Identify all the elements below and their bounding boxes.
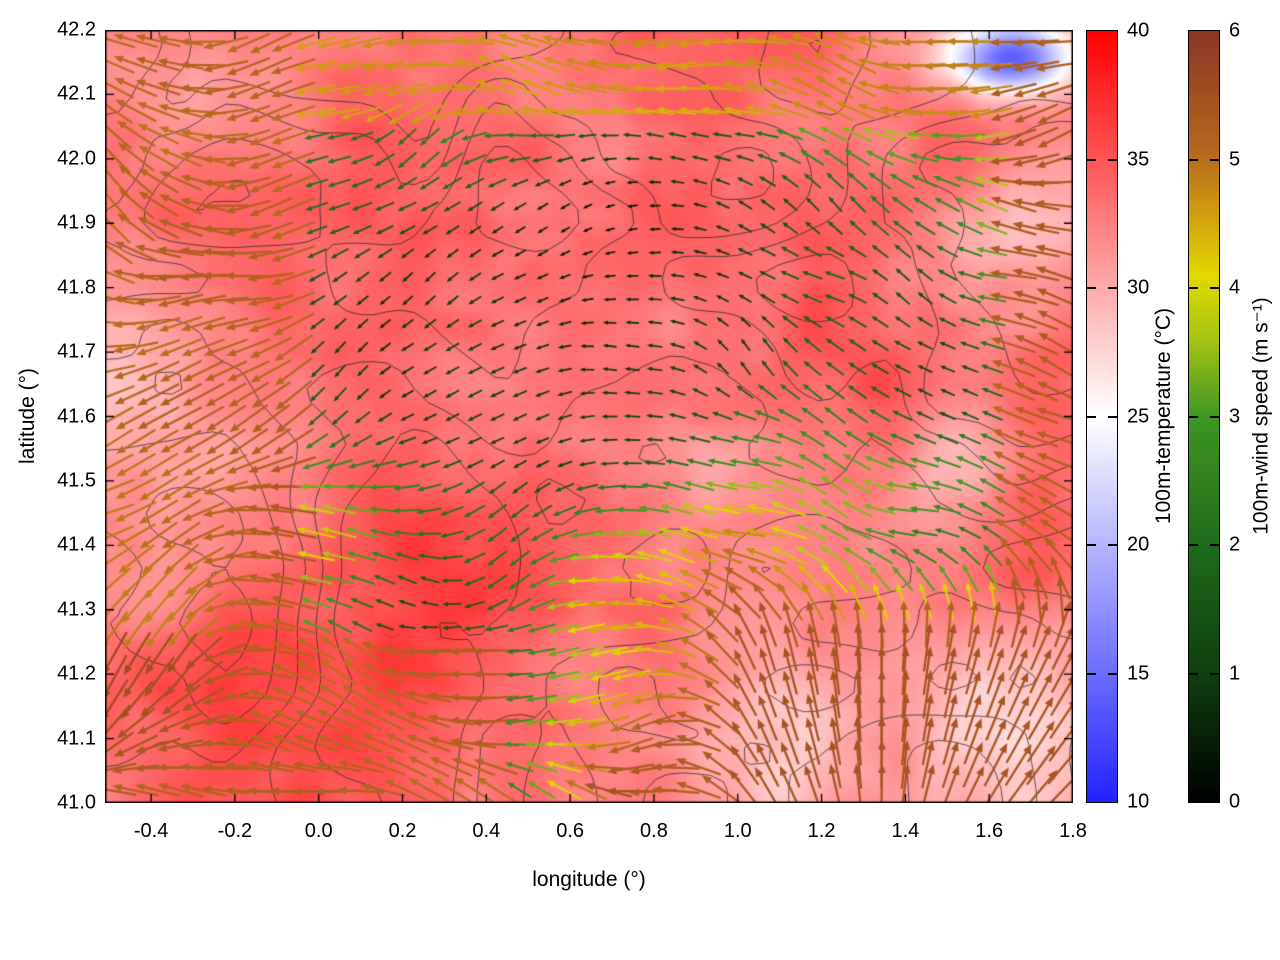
x-tick-label: 0.6 [556,820,585,842]
temperature-colorbar-tick-label: 30 [1127,276,1150,299]
x-tick-label: 0.0 [304,820,333,842]
wind-colorbar-tick-dash [1189,672,1198,675]
wind-colorbar-tick-label: 4 [1229,276,1241,299]
wind-colorbar-tick-dash [1189,415,1198,418]
wind-colorbar-tick-dash [1189,158,1198,161]
wind-colorbar-label: 100m-wind speed (m s⁻¹) [1249,297,1273,535]
x-tick-label: -0.4 [133,820,169,842]
temperature-colorbar-tick-dash [1108,158,1117,161]
y-tick-label: 41.7 [57,340,96,363]
wind-colorbar-tick-label: 2 [1229,533,1241,556]
x-tick-label: 1.6 [975,820,1004,842]
temperature-colorbar-tick-dash [1108,672,1117,675]
wind-colorbar-tick-dash [1210,287,1219,289]
y-tick-label: 41.5 [57,469,96,492]
temperature-colorbar-tick-dash [1108,415,1117,418]
temperature-colorbar-tick-label: 40 [1127,19,1150,42]
wind-colorbar-tick-dash [1210,415,1219,418]
temperature-colorbar-tick-label: 10 [1127,790,1150,813]
x-tick-label: 1.4 [891,820,920,842]
x-tick-label: 0.2 [388,820,417,842]
temperature-colorbar-tick-dash [1087,158,1096,161]
x-tick-label: -0.2 [217,820,253,842]
wind-colorbar [1188,30,1220,803]
temperature-colorbar-tick-dash [1087,544,1096,546]
y-tick-label: 41.1 [57,727,96,750]
y-tick-label: 42.2 [57,18,96,41]
wind-colorbar-tick-label: 0 [1229,790,1241,813]
temperature-colorbar [1086,30,1118,803]
wind-colorbar-tick-dash [1189,544,1198,546]
x-tick-label: 1.0 [723,820,752,842]
wind-colorbar-tick-label: 3 [1229,405,1241,427]
x-tick-label: 0.4 [472,820,501,842]
y-tick-label: 41.0 [57,791,96,814]
wind-colorbar-tick-dash [1210,544,1219,546]
plot-canvas [105,30,1073,803]
y-tick-label: 42.0 [57,147,96,170]
x-tick-label: 1.8 [1059,820,1087,842]
temperature-colorbar-label: 100m-temperature (°C) [1152,307,1175,525]
x-tick-label: 1.2 [807,820,836,842]
y-tick-label: 41.3 [57,598,96,621]
y-tick-label: 41.9 [57,211,96,234]
wind-colorbar-tick-dash [1210,672,1219,675]
y-tick-label: 42.1 [57,82,96,105]
wind-colorbar-tick-label: 6 [1229,19,1241,42]
temperature-colorbar-tick-label: 20 [1127,533,1150,556]
wind-colorbar-tick-label: 1 [1229,662,1241,684]
temperature-colorbar-tick-dash [1108,544,1117,546]
x-tick-label: 0.8 [640,820,668,842]
y-tick-label: 41.6 [57,405,96,427]
y-tick-label: 41.2 [57,662,96,685]
wind-colorbar-tick-dash [1210,158,1219,161]
temperature-colorbar-tick-dash [1108,287,1117,289]
y-tick-label: 41.8 [57,276,96,299]
y-tick-label: 41.4 [57,533,96,556]
x-axis-label: longitude (°) [532,868,646,891]
temperature-colorbar-tick-dash [1087,287,1096,289]
wind-colorbar-tick-label: 5 [1229,148,1241,170]
wind-colorbar-tick-dash [1189,287,1198,289]
temperature-colorbar-tick-dash [1087,415,1096,418]
temperature-colorbar-tick-label: 35 [1127,148,1150,170]
temperature-colorbar-tick-dash [1087,672,1096,675]
temperature-colorbar-tick-label: 25 [1127,405,1150,427]
temperature-colorbar-tick-label: 15 [1127,662,1150,684]
